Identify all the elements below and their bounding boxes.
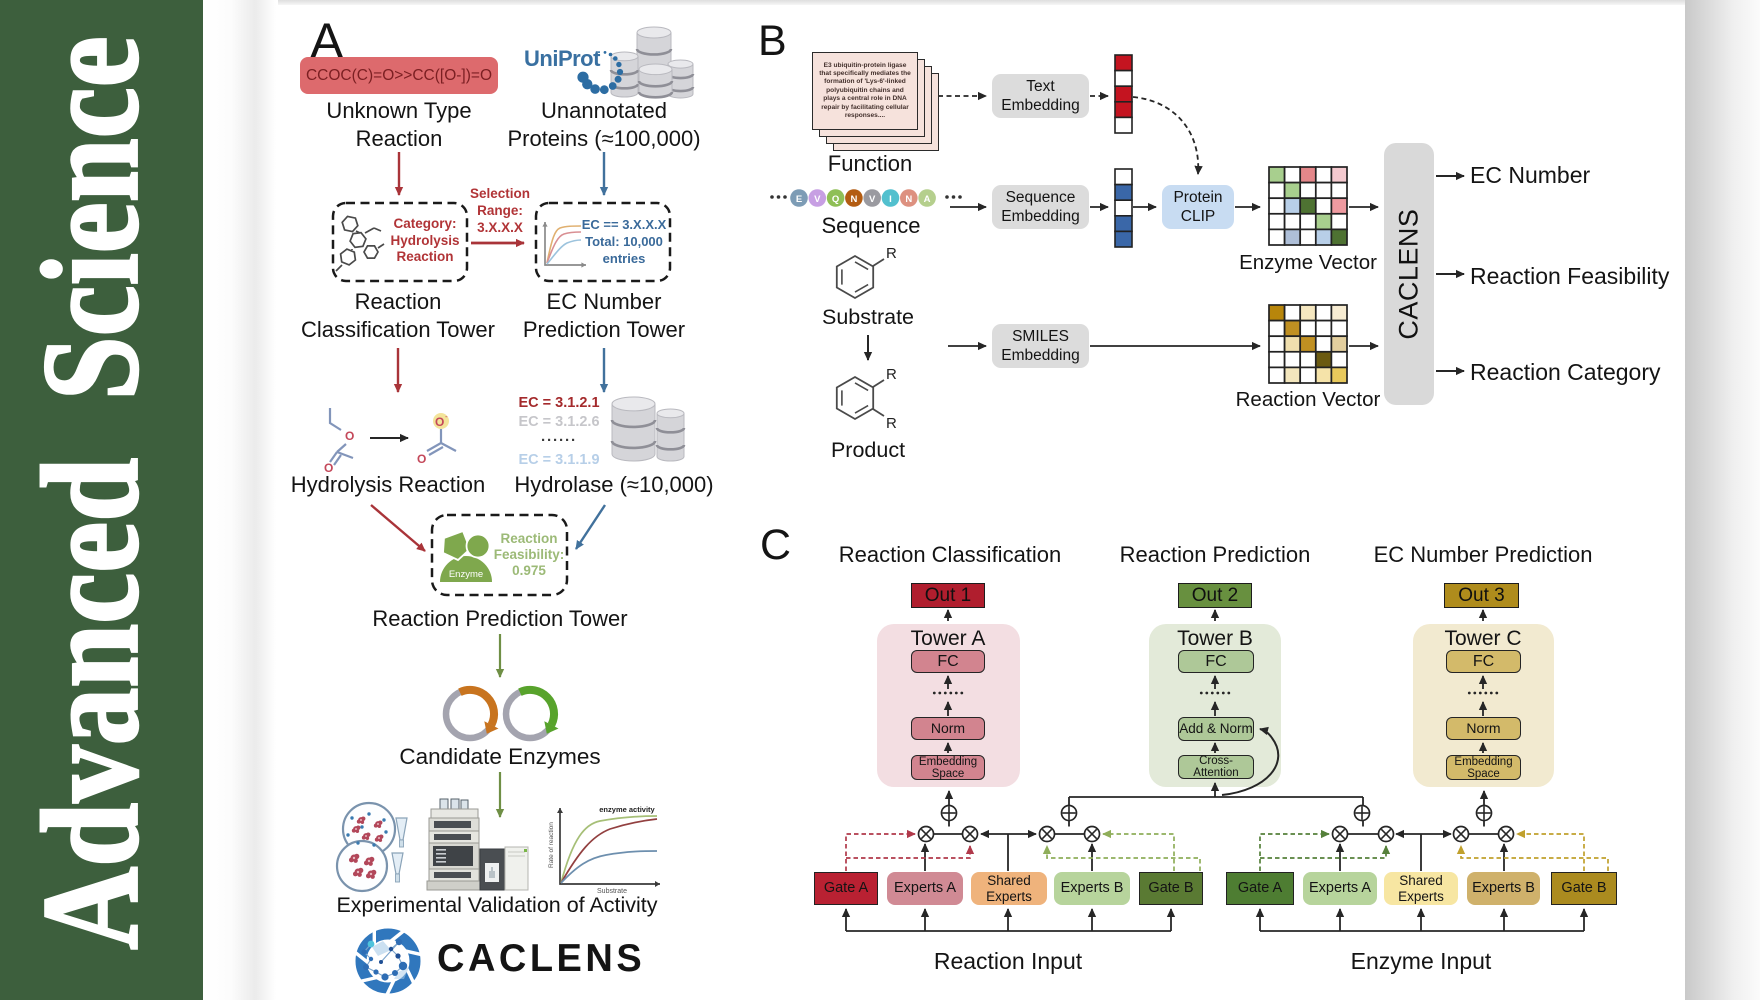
svg-text:A: A xyxy=(924,194,931,205)
svg-text:Enzyme: Enzyme xyxy=(449,569,483,580)
svg-text:Q: Q xyxy=(832,194,839,205)
svg-text:Substrate: Substrate xyxy=(597,888,627,895)
svg-text:R: R xyxy=(886,415,897,432)
svg-text:enzyme activity: enzyme activity xyxy=(599,805,655,814)
svg-text:O: O xyxy=(324,461,333,475)
svg-text:Rate of reaction: Rate of reaction xyxy=(548,822,555,868)
svg-text:O: O xyxy=(417,452,426,466)
svg-text:-: - xyxy=(445,412,448,421)
svg-text:N: N xyxy=(905,194,912,205)
svg-text:V: V xyxy=(869,194,876,205)
svg-text:N: N xyxy=(850,194,857,205)
svg-text:E: E xyxy=(796,194,802,205)
svg-text:R: R xyxy=(886,366,897,383)
svg-text:O: O xyxy=(345,429,354,443)
svg-text:R: R xyxy=(886,245,897,262)
svg-text:I: I xyxy=(889,194,892,205)
svg-text:O: O xyxy=(435,415,444,429)
svg-text:V: V xyxy=(814,194,821,205)
